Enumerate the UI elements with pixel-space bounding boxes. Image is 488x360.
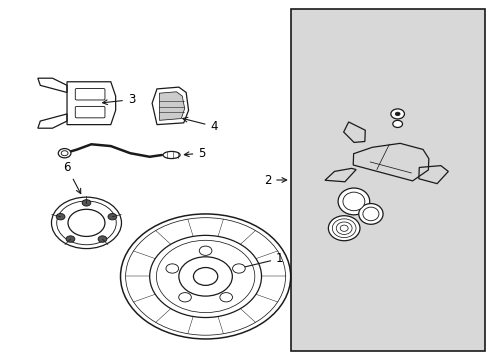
Circle shape xyxy=(66,236,75,242)
Circle shape xyxy=(57,201,116,245)
Circle shape xyxy=(392,120,402,127)
Circle shape xyxy=(120,214,290,339)
Ellipse shape xyxy=(332,219,355,238)
Circle shape xyxy=(98,236,107,242)
Circle shape xyxy=(61,151,68,156)
Circle shape xyxy=(108,213,117,220)
Ellipse shape xyxy=(340,225,347,231)
Ellipse shape xyxy=(337,188,369,215)
Ellipse shape xyxy=(328,216,359,241)
FancyBboxPatch shape xyxy=(75,107,105,118)
Text: 4: 4 xyxy=(183,117,218,133)
Text: 6: 6 xyxy=(63,161,81,194)
Circle shape xyxy=(125,218,285,335)
Bar xyxy=(290,9,484,351)
Ellipse shape xyxy=(362,207,378,221)
Circle shape xyxy=(165,264,178,273)
FancyBboxPatch shape xyxy=(75,89,105,100)
Text: 1: 1 xyxy=(238,252,283,270)
Circle shape xyxy=(56,213,65,220)
Circle shape xyxy=(220,293,232,302)
Circle shape xyxy=(199,246,211,255)
Circle shape xyxy=(68,209,105,237)
Text: 2: 2 xyxy=(263,174,286,186)
Text: 3: 3 xyxy=(102,93,135,106)
Circle shape xyxy=(149,235,261,318)
Circle shape xyxy=(178,293,191,302)
Circle shape xyxy=(51,197,121,249)
Circle shape xyxy=(394,112,399,116)
Circle shape xyxy=(179,257,232,296)
Circle shape xyxy=(156,240,254,312)
Text: 5: 5 xyxy=(184,147,205,160)
Ellipse shape xyxy=(163,152,180,158)
Polygon shape xyxy=(159,92,184,120)
Ellipse shape xyxy=(342,192,364,211)
Circle shape xyxy=(390,109,404,119)
Circle shape xyxy=(193,267,217,285)
Ellipse shape xyxy=(358,203,382,224)
Circle shape xyxy=(232,264,244,273)
Circle shape xyxy=(58,149,71,158)
Circle shape xyxy=(82,200,91,206)
Ellipse shape xyxy=(336,222,351,234)
